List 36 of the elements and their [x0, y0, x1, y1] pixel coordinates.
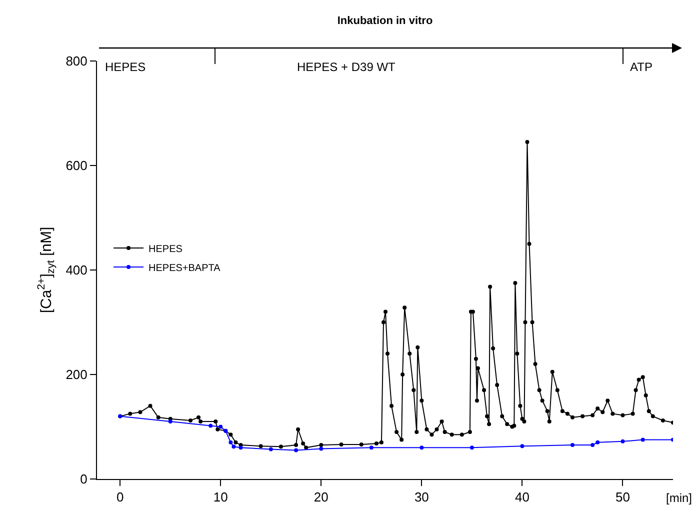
x-tick-label: 40 [514, 490, 530, 505]
y-tick-label: 600 [66, 158, 88, 174]
point [590, 443, 595, 448]
y-tick-label: 200 [66, 367, 88, 382]
point [596, 440, 600, 444]
y-tick-label: 0 [80, 472, 88, 487]
point [520, 444, 524, 448]
point [238, 446, 243, 450]
point [369, 446, 374, 450]
point [470, 446, 474, 450]
annotation: ATP [630, 60, 652, 74]
x-axis-title: [min] [666, 491, 692, 505]
chart-title: Inkubation in vitro [337, 14, 433, 27]
annotation: HEPES [105, 60, 146, 74]
point [232, 444, 236, 449]
x-tick-label: 0 [116, 490, 124, 505]
point [168, 420, 172, 424]
x-tick-label: 20 [314, 490, 328, 505]
point [208, 424, 213, 428]
x-tick-label: 50 [616, 490, 630, 505]
point [620, 439, 625, 444]
point [218, 424, 223, 429]
point [228, 440, 233, 444]
point [268, 447, 273, 452]
point [640, 438, 645, 442]
point [420, 446, 424, 450]
y-tick-label: 800 [66, 54, 88, 69]
legend-label: HEPES [148, 244, 183, 255]
x-tick-label: 30 [414, 490, 429, 505]
point [319, 446, 324, 451]
annotation: HEPES + D39 WT [297, 60, 396, 74]
point [294, 448, 298, 452]
x-tick-label: 10 [213, 490, 228, 505]
y-tick-label: 400 [66, 262, 88, 278]
point [570, 443, 574, 448]
legend-label: HEPES+BAPTA [148, 262, 221, 274]
